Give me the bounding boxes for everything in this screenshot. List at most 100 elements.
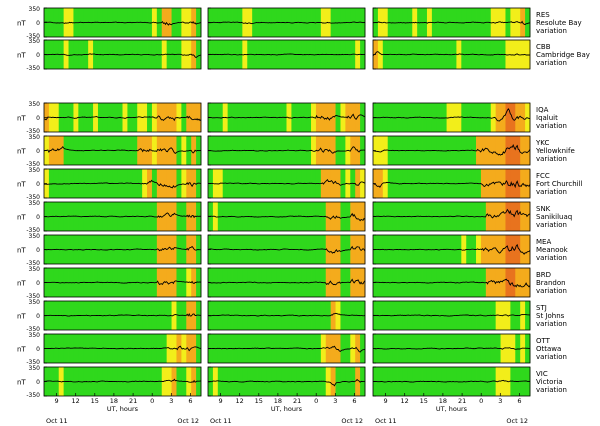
activity-bin <box>480 169 487 198</box>
activity-bin <box>186 334 192 363</box>
variation-trace <box>207 178 366 187</box>
activity-bin <box>335 334 341 363</box>
activity-bin <box>166 268 172 297</box>
activity-bin <box>500 136 506 165</box>
activity-bin <box>147 136 153 165</box>
panel-brd-y <box>207 267 366 298</box>
activity-bin <box>340 169 346 198</box>
activity-bin <box>147 169 153 198</box>
x-tick-label: 6 <box>188 397 192 405</box>
variation-label: variation <box>536 221 567 229</box>
y-tick-label: 350 <box>29 38 41 45</box>
date-label-end: Oct 12 <box>177 417 199 425</box>
unit-label: nT <box>17 115 26 123</box>
x-tick-label: 0 <box>479 397 483 405</box>
variation-trace <box>207 278 366 286</box>
y-tick-label: 0 <box>36 115 40 122</box>
panel-brd-z <box>372 267 531 298</box>
activity-bin <box>191 103 197 132</box>
y-tick-label: -350 <box>26 194 40 201</box>
activity-bin <box>456 367 462 396</box>
activity-bin <box>161 235 168 264</box>
unit-label: nT <box>17 20 26 28</box>
x-tick-label: 21 <box>293 397 301 405</box>
activity-bin <box>500 268 506 297</box>
activity-bin <box>345 202 351 231</box>
activity-bin <box>350 268 356 297</box>
variation-trace <box>43 212 202 219</box>
activity-bin <box>325 202 332 231</box>
activity-bin <box>360 202 366 231</box>
date-label-start: Oct 11 <box>210 417 232 425</box>
activity-bin <box>151 40 158 69</box>
panel-snk-y <box>207 201 366 232</box>
activity-bin <box>335 202 341 231</box>
panel-snk-x <box>43 201 202 232</box>
station-name: Fort Churchill <box>536 180 583 188</box>
variation-trace <box>372 243 531 255</box>
activity-bin <box>387 169 394 198</box>
panel-cbb-x <box>43 39 202 70</box>
variation-trace <box>44 345 202 352</box>
variation-label: variation <box>536 122 567 130</box>
x-axis-label: UT, hours <box>271 405 303 413</box>
station-code: OTT <box>536 337 551 345</box>
y-tick-label: -350 <box>26 293 40 300</box>
y-tick-label: -350 <box>26 260 40 267</box>
variation-trace <box>372 313 531 317</box>
panel-vic-z <box>372 366 531 397</box>
variation-trace <box>43 20 202 26</box>
activity-bin <box>320 334 327 363</box>
activity-bin <box>515 268 521 297</box>
y-tick-label: 0 <box>36 346 40 353</box>
panel-vic-x <box>43 366 202 397</box>
variation-trace <box>43 53 202 59</box>
activity-bin <box>461 235 467 264</box>
activity-bin <box>340 202 346 231</box>
panel-vic-y <box>207 366 366 397</box>
station-name: Meanook <box>536 246 569 254</box>
activity-bin <box>137 103 143 132</box>
unit-label: nT <box>17 148 26 156</box>
activity-bin <box>525 8 531 37</box>
activity-bin <box>480 235 487 264</box>
station-code: RES <box>536 11 550 19</box>
activity-bin <box>345 334 351 363</box>
variation-label: variation <box>536 287 567 295</box>
station-name: Cambridge Bay <box>536 51 590 59</box>
activity-bin <box>340 334 346 363</box>
variation-trace <box>207 146 366 154</box>
activity-bin <box>171 136 177 165</box>
activity-bin <box>500 202 506 231</box>
activity-bin <box>355 235 361 264</box>
activity-bin <box>515 136 521 165</box>
station-code: YKC <box>535 139 549 147</box>
activity-bin <box>495 235 501 264</box>
x-tick-label: 21 <box>129 397 137 405</box>
x-tick-label: 3 <box>333 397 337 405</box>
activity-bin <box>350 136 356 165</box>
x-tick-label: 15 <box>91 397 99 405</box>
activity-bin <box>166 169 172 198</box>
activity-bin <box>490 268 497 297</box>
activity-bin <box>335 103 341 132</box>
variation-label: variation <box>536 188 567 196</box>
activity-bin <box>171 202 177 231</box>
y-tick-label: -350 <box>26 326 40 333</box>
variation-trace <box>43 313 202 317</box>
unit-label: nT <box>17 280 26 288</box>
variation-trace <box>372 107 531 122</box>
variation-trace <box>207 345 366 353</box>
activity-bin <box>311 136 317 165</box>
y-tick-label: 0 <box>36 379 40 386</box>
y-tick-label: -350 <box>26 33 40 40</box>
y-tick-label: 350 <box>29 6 41 13</box>
activity-bin <box>191 40 197 69</box>
activity-bin <box>505 136 511 165</box>
activity-bin <box>355 367 361 396</box>
panel-ykc-x <box>43 135 202 166</box>
y-tick-label: -350 <box>26 128 40 135</box>
